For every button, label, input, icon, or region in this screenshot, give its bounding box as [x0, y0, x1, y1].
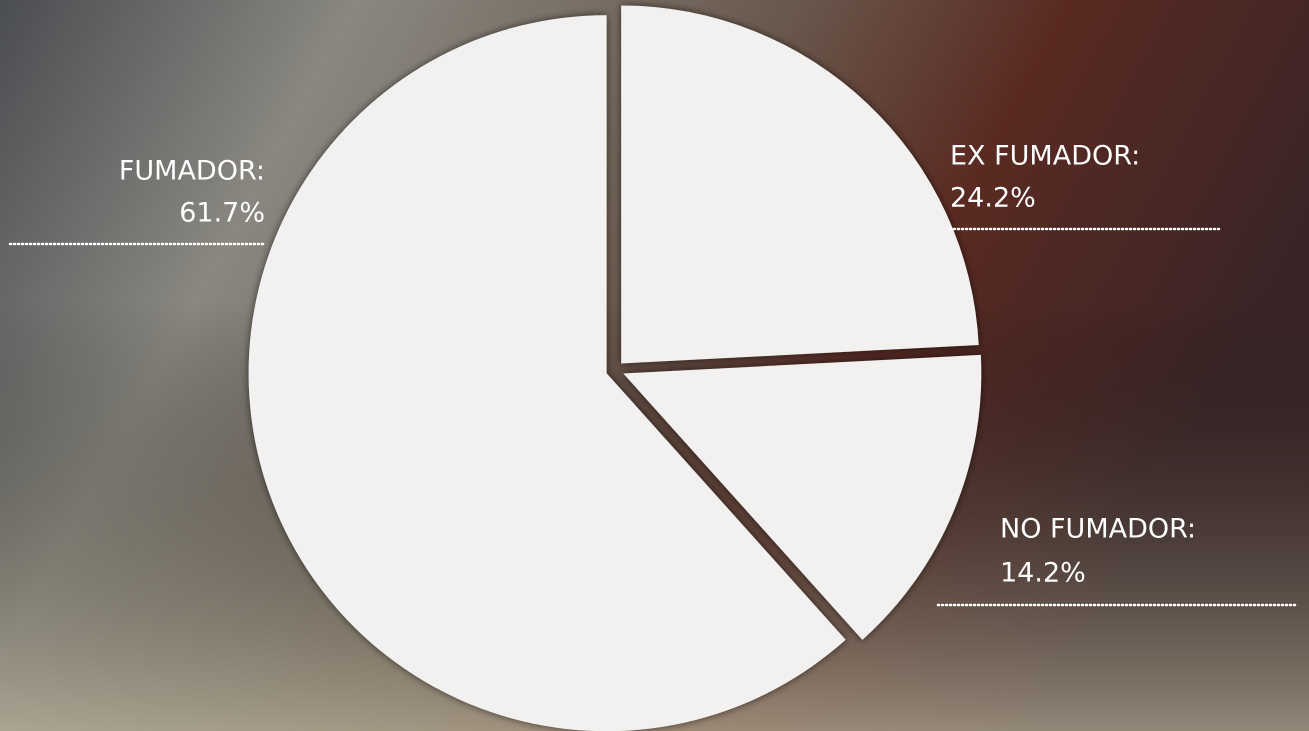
pie-slice — [623, 354, 982, 640]
pie-slice — [248, 15, 846, 731]
pie-slice — [621, 5, 979, 364]
slice-value-label: 24.2% — [950, 183, 1036, 214]
slice-label: FUMADOR: — [119, 156, 265, 187]
slice-value-label: 61.7% — [179, 198, 265, 229]
slice-label: NO FUMADOR: — [1000, 514, 1196, 545]
slice-value-label: 14.2% — [1000, 558, 1086, 589]
slice-label: EX FUMADOR: — [950, 141, 1140, 172]
